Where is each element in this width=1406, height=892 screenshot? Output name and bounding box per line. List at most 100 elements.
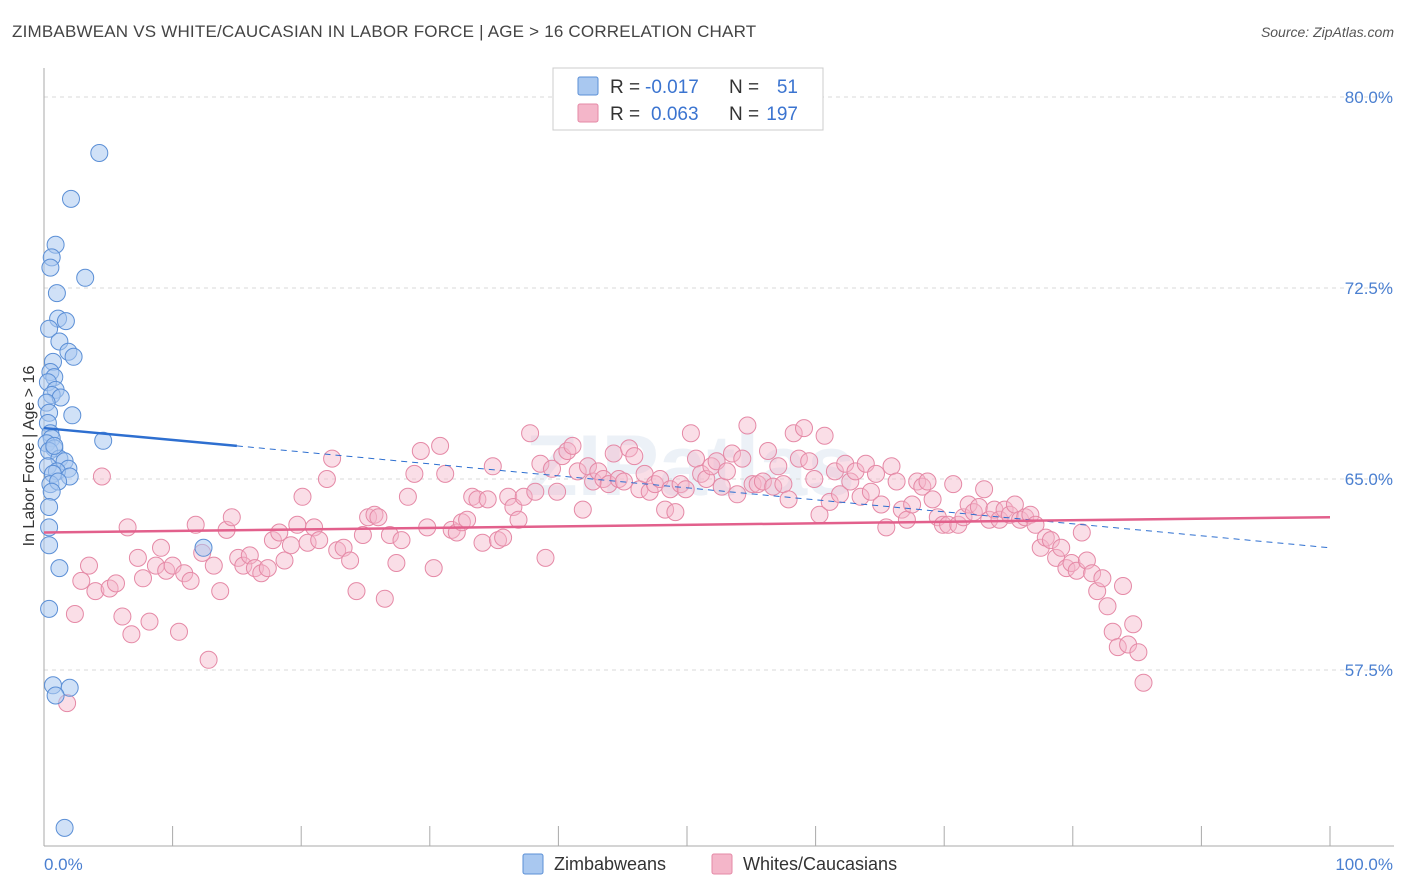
whites-caucasians-point [661, 480, 680, 499]
whites-caucasians-point [405, 464, 424, 483]
whites-caucasians-point [944, 475, 963, 494]
whites-caucasians-point [118, 518, 137, 537]
whites-caucasians-point [234, 556, 253, 575]
zimbabweans-trend-line [43, 426, 238, 448]
trend-lines [43, 426, 1331, 549]
whites-caucasians-point [375, 589, 394, 608]
zimbabweans-point [50, 559, 69, 578]
y-tick-label: 65.0% [1345, 470, 1393, 489]
whites-caucasians-point [1000, 505, 1019, 524]
whites-caucasians-point [489, 531, 507, 550]
zimbabweans-point [45, 436, 64, 455]
whites-caucasians-point [473, 533, 492, 552]
whites-caucasians-point [293, 487, 312, 506]
whites-caucasians-point [411, 442, 430, 460]
zimbabweans-point [40, 498, 59, 516]
whites-caucasians-point [733, 449, 752, 468]
whites-caucasians-point [990, 510, 1009, 529]
whites-caucasians-point [1057, 559, 1076, 578]
whites-caucasians-point [887, 472, 906, 491]
whites-caucasians-point [353, 526, 372, 544]
whites-caucasians-point [458, 510, 477, 529]
whites-caucasians-point [573, 500, 592, 519]
whites-caucasians-point [1103, 622, 1122, 641]
whites-caucasians-point [820, 492, 839, 511]
whites-caucasians-point [584, 472, 603, 491]
bottom-legend-label-pink: Whites/Caucasians [743, 854, 897, 874]
zimbabweans-points [37, 144, 213, 837]
whites-caucasians-point [625, 447, 644, 466]
whites-caucasians-point [846, 462, 865, 481]
whites-caucasians-point [805, 470, 824, 488]
whites-caucasians-point [789, 449, 808, 468]
whites-caucasians-point [738, 416, 757, 435]
whites-caucasians-point [548, 482, 567, 501]
whites-caucasians-point [1124, 615, 1143, 634]
legend-r-value-blue: -0.017 [645, 77, 699, 98]
whites-caucasians-point [204, 556, 223, 575]
whites-caucasians-point [717, 462, 736, 481]
whites-caucasians-point [759, 442, 777, 460]
whites-caucasians-point [92, 467, 111, 486]
whites-caucasians-point [113, 607, 132, 626]
whites-caucasians-point [514, 487, 533, 506]
whites-caucasians-point [369, 508, 388, 527]
whites-caucasians-point [882, 457, 901, 476]
zimbabweans-point [56, 312, 75, 331]
whites-caucasians-point [687, 449, 705, 468]
whites-caucasians-point [568, 462, 587, 481]
whites-caucasians-point [969, 498, 988, 516]
whites-caucasians-point [152, 538, 170, 557]
whites-caucasians-point [521, 424, 540, 443]
whites-caucasians-point [86, 582, 105, 601]
whites-caucasians-point [380, 526, 399, 544]
zimbabweans-point [42, 482, 61, 501]
whites-caucasians-point [140, 612, 159, 631]
whites-caucasians-point [543, 459, 561, 478]
whites-caucasians-point [995, 500, 1014, 519]
whites-caucasians-point [903, 495, 922, 514]
bottom-legend-label-blue: Zimbabweans [554, 854, 666, 874]
zimbabweans-point [47, 284, 66, 303]
whites-caucasians-point [1108, 638, 1127, 657]
whites-caucasians-point [431, 436, 450, 455]
chart-title: ZIMBABWEAN VS WHITE/CAUCASIAN IN LABOR F… [12, 22, 757, 41]
whites-caucasians-point [509, 510, 528, 529]
whites-caucasians-point [872, 495, 891, 514]
whites-caucasians-point [831, 485, 849, 504]
legend-swatch-pink [577, 103, 599, 123]
whites-caucasians-point [1031, 538, 1050, 557]
zimbabweans-point [90, 144, 109, 162]
whites-caucasians-point [1041, 531, 1060, 550]
whites-caucasians-point [836, 454, 855, 473]
whites-caucasians-point [526, 482, 545, 501]
zimbabweans-point [55, 818, 74, 837]
legend-r-label-blue: R = [610, 77, 640, 98]
whites-caucasians-point [604, 444, 623, 463]
whites-caucasians-point [779, 490, 798, 509]
whites-caucasians-point [310, 531, 329, 550]
zimbabweans-point [63, 406, 82, 425]
whites-caucasians-point [531, 454, 550, 473]
whites-caucasians-point [494, 528, 513, 547]
source-label: Source: ZipAtlas.com [1260, 24, 1394, 40]
whites-caucasians-point [398, 487, 417, 506]
whites-caucasians-points [58, 416, 1153, 713]
whites-caucasians-point [347, 582, 366, 601]
zimbabweans-point [64, 347, 83, 366]
whites-caucasians-point [908, 472, 927, 491]
whites-caucasians-point [1083, 564, 1102, 583]
whites-caucasians-point [298, 533, 317, 552]
legend-n-value-blue: 51 [777, 77, 798, 98]
whites-caucasians-point [861, 482, 880, 501]
whites-caucasians-point [723, 444, 741, 463]
zimbabweans-point [60, 678, 79, 697]
whites-caucasians-point [671, 475, 690, 494]
whites-caucasians-point [558, 442, 577, 460]
bottom-legend-swatch-blue [522, 853, 544, 875]
whites-caucasians-point [897, 510, 916, 529]
whites-caucasians-point [1093, 569, 1112, 588]
whites-caucasians-point [483, 457, 502, 476]
whites-caucasians-point [913, 477, 932, 496]
